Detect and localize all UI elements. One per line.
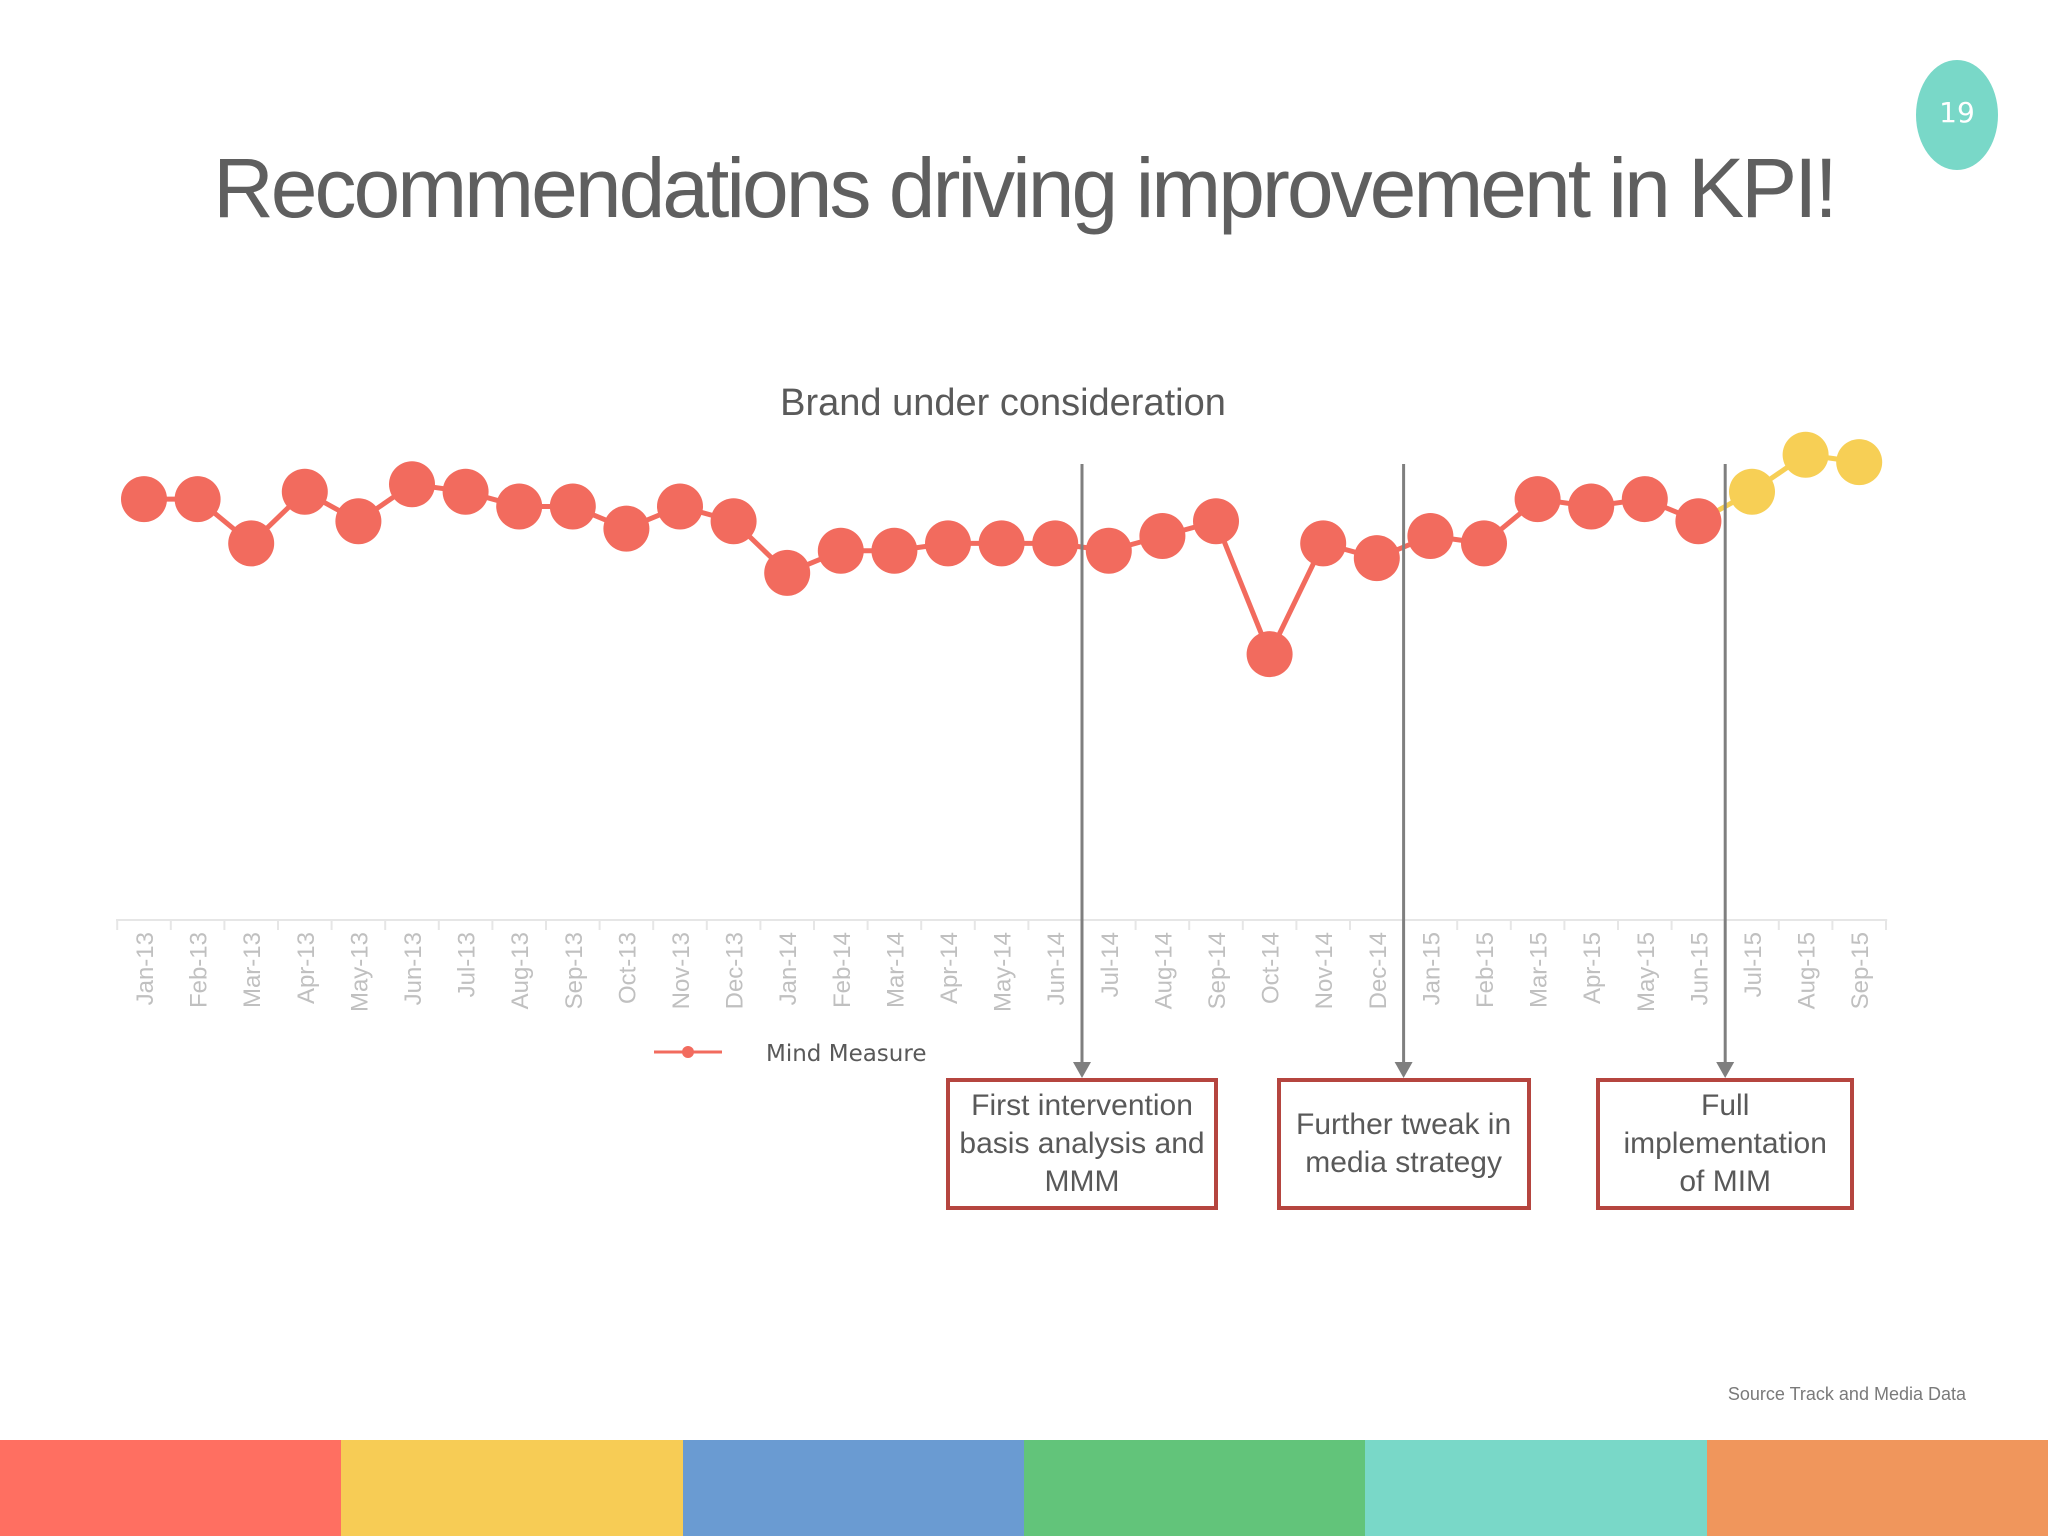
x-tick-label: Sep-15 [1847,932,1874,1009]
data-point [1085,527,1132,574]
x-tick-label: Dec-14 [1365,932,1392,1009]
x-tick-label: Oct-14 [1258,932,1285,1004]
data-point [1514,476,1561,523]
annotation-arrowhead [1716,1062,1735,1078]
slide-title: Recommendations driving improvement in K… [213,141,1838,235]
x-tick-label: Aug-15 [1794,932,1821,1009]
x-tick-label: Sep-14 [1204,932,1231,1009]
color-band-segment [0,1440,342,1536]
x-tick-label: Aug-13 [507,932,534,1009]
data-point [1407,513,1454,559]
annotation-arrowhead [1394,1062,1413,1078]
data-point [603,505,650,552]
x-tick-label: Sep-13 [561,932,588,1009]
data-point [1193,498,1239,545]
x-tick-label: Feb-14 [829,932,856,1008]
x-tick-label: Feb-15 [1472,932,1499,1008]
color-band-segment [1706,1440,2048,1536]
x-tick-label: Mar-14 [882,932,909,1008]
data-point [764,549,811,596]
x-tick-label: Jan-13 [132,932,159,1005]
data-point [1300,520,1347,567]
x-tick-label: May-14 [990,932,1017,1012]
x-tick-label: Jun-14 [1043,932,1070,1005]
data-point [335,498,382,545]
color-band-segment [341,1440,683,1536]
legend: Mind Measure [654,1041,926,1067]
annotation-text: First intervention basis analysis and MM… [959,1089,1205,1198]
x-tick-label: Apr-15 [1579,932,1606,1004]
x-tick-label: May-15 [1633,932,1660,1012]
x-tick-label: May-13 [346,932,373,1012]
annotation-box: Full implementation of MIM [1596,1078,1855,1210]
data-point [1621,476,1668,523]
data-point [228,520,275,567]
annotation-box: Further tweak in media strategy [1276,1078,1531,1210]
x-tick-label: Aug-14 [1150,932,1177,1009]
x-tick-label: Jul-13 [454,932,481,997]
x-tick-label: Mar-15 [1526,932,1553,1008]
x-tick-label: Jan-15 [1418,932,1445,1005]
x-tick-label: Apr-13 [293,932,320,1004]
data-point [1139,513,1186,559]
color-band-segment [1365,1440,1707,1536]
x-tick-label: Oct-13 [614,932,641,1004]
data-point [442,468,489,515]
legend-dot-marker [682,1046,694,1058]
annotation-box: First intervention basis analysis and MM… [946,1078,1218,1210]
data-point [1246,631,1293,678]
annotation-text: Full implementation of MIM [1623,1089,1827,1198]
source-note: Source Track and Media Data [1727,1384,1966,1404]
x-tick-label: Mar-13 [239,932,266,1008]
annotation-text: Further tweak in media strategy [1296,1108,1512,1179]
chart-title: Brand under consideration [780,382,1226,424]
page-number-badge: 19 [1916,60,1998,170]
data-point [121,476,167,523]
data-point [710,498,757,545]
data-point [389,461,435,508]
data-point [657,483,703,530]
data-point [978,520,1025,567]
annotation-arrowhead [1073,1062,1091,1078]
x-tick-label: Jun-15 [1686,932,1713,1005]
x-tick-label: Jun-13 [400,932,427,1005]
data-point [817,527,864,574]
page-number: 19 [1939,95,1975,129]
color-band-segment [682,1440,1024,1536]
x-tick-label: Nov-14 [1311,932,1338,1009]
x-tick-label: Jul-15 [1740,932,1767,997]
x-tick-label: Jan-14 [775,932,802,1005]
data-point [496,483,543,530]
color-band-segment [1023,1440,1366,1536]
x-tick-label: Jul-14 [1097,932,1124,997]
data-point [1729,468,1775,515]
data-point [1568,483,1615,530]
data-point [1836,439,1883,486]
x-tick-label: Apr-14 [936,932,963,1004]
line-chart: Brand under consideration Jan-13 Feb-13 Ma… [116,382,1888,1078]
x-tick-label: Dec-13 [722,932,749,1009]
data-point [1675,498,1722,545]
footer-color-band [0,1440,2048,1536]
x-tick-label: Feb-13 [186,932,213,1008]
data-point [549,483,596,530]
data-point [1461,520,1507,567]
series-line-segment [1213,520,1272,656]
data-point [1782,431,1829,478]
data-point [871,527,918,574]
legend-label: Mind Measure [766,1041,926,1067]
data-point [174,476,221,523]
x-tick-label: Nov-13 [668,932,695,1009]
data-point [925,520,971,567]
data-point [1353,535,1400,582]
data-point [281,468,328,515]
data-point [1032,520,1079,567]
